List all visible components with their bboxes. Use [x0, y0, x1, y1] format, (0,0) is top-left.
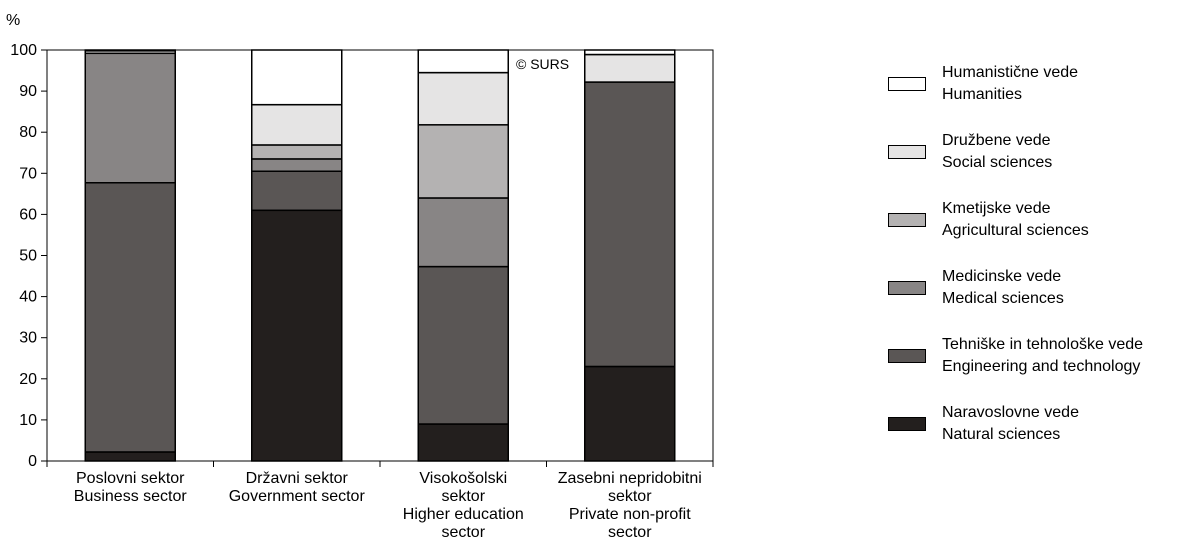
- legend-swatch: [888, 417, 926, 431]
- legend-label: Družbene vede Social sciences: [942, 130, 1052, 174]
- x-category-label-line: Higher education: [403, 506, 524, 523]
- bar-segment: [584, 81, 676, 368]
- x-category-label-line: Državni sektor: [246, 470, 349, 487]
- bar-segment: [417, 124, 509, 199]
- x-category-label-line: sector: [608, 524, 652, 541]
- bar-segment: [84, 49, 176, 52]
- x-category-label-line: Zasebni nepridobitni: [558, 470, 702, 487]
- bar-segment: [251, 170, 343, 212]
- bar-segment: [84, 52, 176, 184]
- chart-legend: Humanistične vede Humanities Družbene vede…: [888, 62, 1178, 470]
- bar-segment: [251, 49, 343, 106]
- legend-label-line: Engineering and technology: [942, 358, 1141, 375]
- legend-item: Naravoslovne vede Natural sciences: [888, 402, 1178, 470]
- legend-label-line: Social sciences: [942, 154, 1053, 171]
- bar-segment: [84, 182, 176, 453]
- legend-label-line: Agricultural sciences: [942, 222, 1089, 239]
- x-category-label-line: sektor: [608, 488, 652, 505]
- legend-swatch: [888, 145, 926, 159]
- bar-segment: [251, 103, 343, 146]
- legend-swatch: [888, 77, 926, 91]
- bar-segment: [84, 451, 176, 462]
- bar-segment: [251, 144, 343, 160]
- bar-segment: [417, 197, 509, 268]
- bar-segment: [417, 423, 509, 462]
- x-category-label-line: Government sector: [229, 488, 366, 505]
- legend-label: Kmetijske vede Agricultural sciences: [942, 198, 1089, 242]
- x-category-label: Zasebni nepridobitni sektor Private non-pr…: [558, 470, 702, 541]
- surs-watermark: © SURS: [516, 56, 569, 72]
- legend-label: Humanistične vede Humanities: [942, 62, 1078, 106]
- legend-label-line: Kmetijske vede: [942, 200, 1051, 217]
- legend-item: Humanistične vede Humanities: [888, 62, 1178, 130]
- x-category-label-line: Business sector: [74, 488, 188, 505]
- bar-segment: [584, 53, 676, 83]
- legend-item: Tehniške in tehnološke vede Engineering a…: [888, 334, 1178, 402]
- y-tick-label: 90: [19, 83, 37, 100]
- legend-label: Medicinske vede Medical sciences: [942, 266, 1064, 310]
- legend-swatch: [888, 281, 926, 295]
- y-tick-label: 20: [19, 371, 37, 388]
- legend-label-line: Humanistične vede: [942, 64, 1079, 81]
- legend-label-line: Naravoslovne vede: [942, 404, 1079, 421]
- bar-segment: [251, 158, 343, 172]
- legend-swatch: [888, 349, 926, 363]
- x-category-label-line: sektor: [441, 488, 485, 505]
- bar-segment: [417, 49, 509, 74]
- legend-item: Kmetijske vede Agricultural sciences: [888, 198, 1178, 266]
- x-category-label-line: sector: [441, 524, 485, 541]
- legend-label: Tehniške in tehnološke vede Engineering a…: [942, 334, 1143, 378]
- x-category-label: Visokošolski sektor Higher education sector: [403, 470, 524, 541]
- x-category-label-line: Poslovni sektor: [76, 470, 185, 487]
- y-tick-label: 70: [19, 165, 37, 182]
- y-tick-label: 0: [28, 453, 37, 470]
- y-tick-label: 60: [19, 206, 37, 223]
- stacked-bar-chart: % 0 10 20 30 40 50 60 70 80 90 100 Poslovni sektor B…: [6, 12, 714, 541]
- legend-label-line: Tehniške in tehnološke vede: [942, 336, 1144, 353]
- legend-label-line: Medical sciences: [942, 290, 1064, 307]
- bar-segment: [584, 365, 676, 462]
- legend-label: Naravoslovne vede Natural sciences: [942, 402, 1079, 446]
- x-category-label: Poslovni sektor Business sector: [74, 470, 188, 505]
- bar-segment: [417, 71, 509, 126]
- y-axis-unit-label: %: [6, 12, 20, 29]
- legend-label-line: Družbene vede: [942, 132, 1051, 149]
- bar-segment: [417, 265, 509, 425]
- x-category-label-line: Visokošolski: [419, 470, 507, 487]
- legend-item: Medicinske vede Medical sciences: [888, 266, 1178, 334]
- legend-swatch: [888, 213, 926, 227]
- x-category-label-line: Private non-profit: [569, 506, 691, 523]
- y-tick-label: 40: [19, 289, 37, 306]
- y-tick-label: 100: [10, 42, 37, 59]
- x-category-label: Državni sektor Government sector: [229, 470, 366, 505]
- legend-label-line: Medicinske vede: [942, 268, 1062, 285]
- bar-segment: [584, 49, 676, 56]
- y-tick-label: 80: [19, 124, 37, 141]
- legend-item: Družbene vede Social sciences: [888, 130, 1178, 198]
- y-tick-label: 10: [19, 412, 37, 429]
- legend-label-line: Humanities: [942, 86, 1023, 103]
- y-tick-label: 50: [19, 248, 37, 265]
- y-tick-label: 30: [19, 330, 37, 347]
- legend-label-line: Natural sciences: [942, 426, 1061, 443]
- bar-segment: [251, 209, 343, 462]
